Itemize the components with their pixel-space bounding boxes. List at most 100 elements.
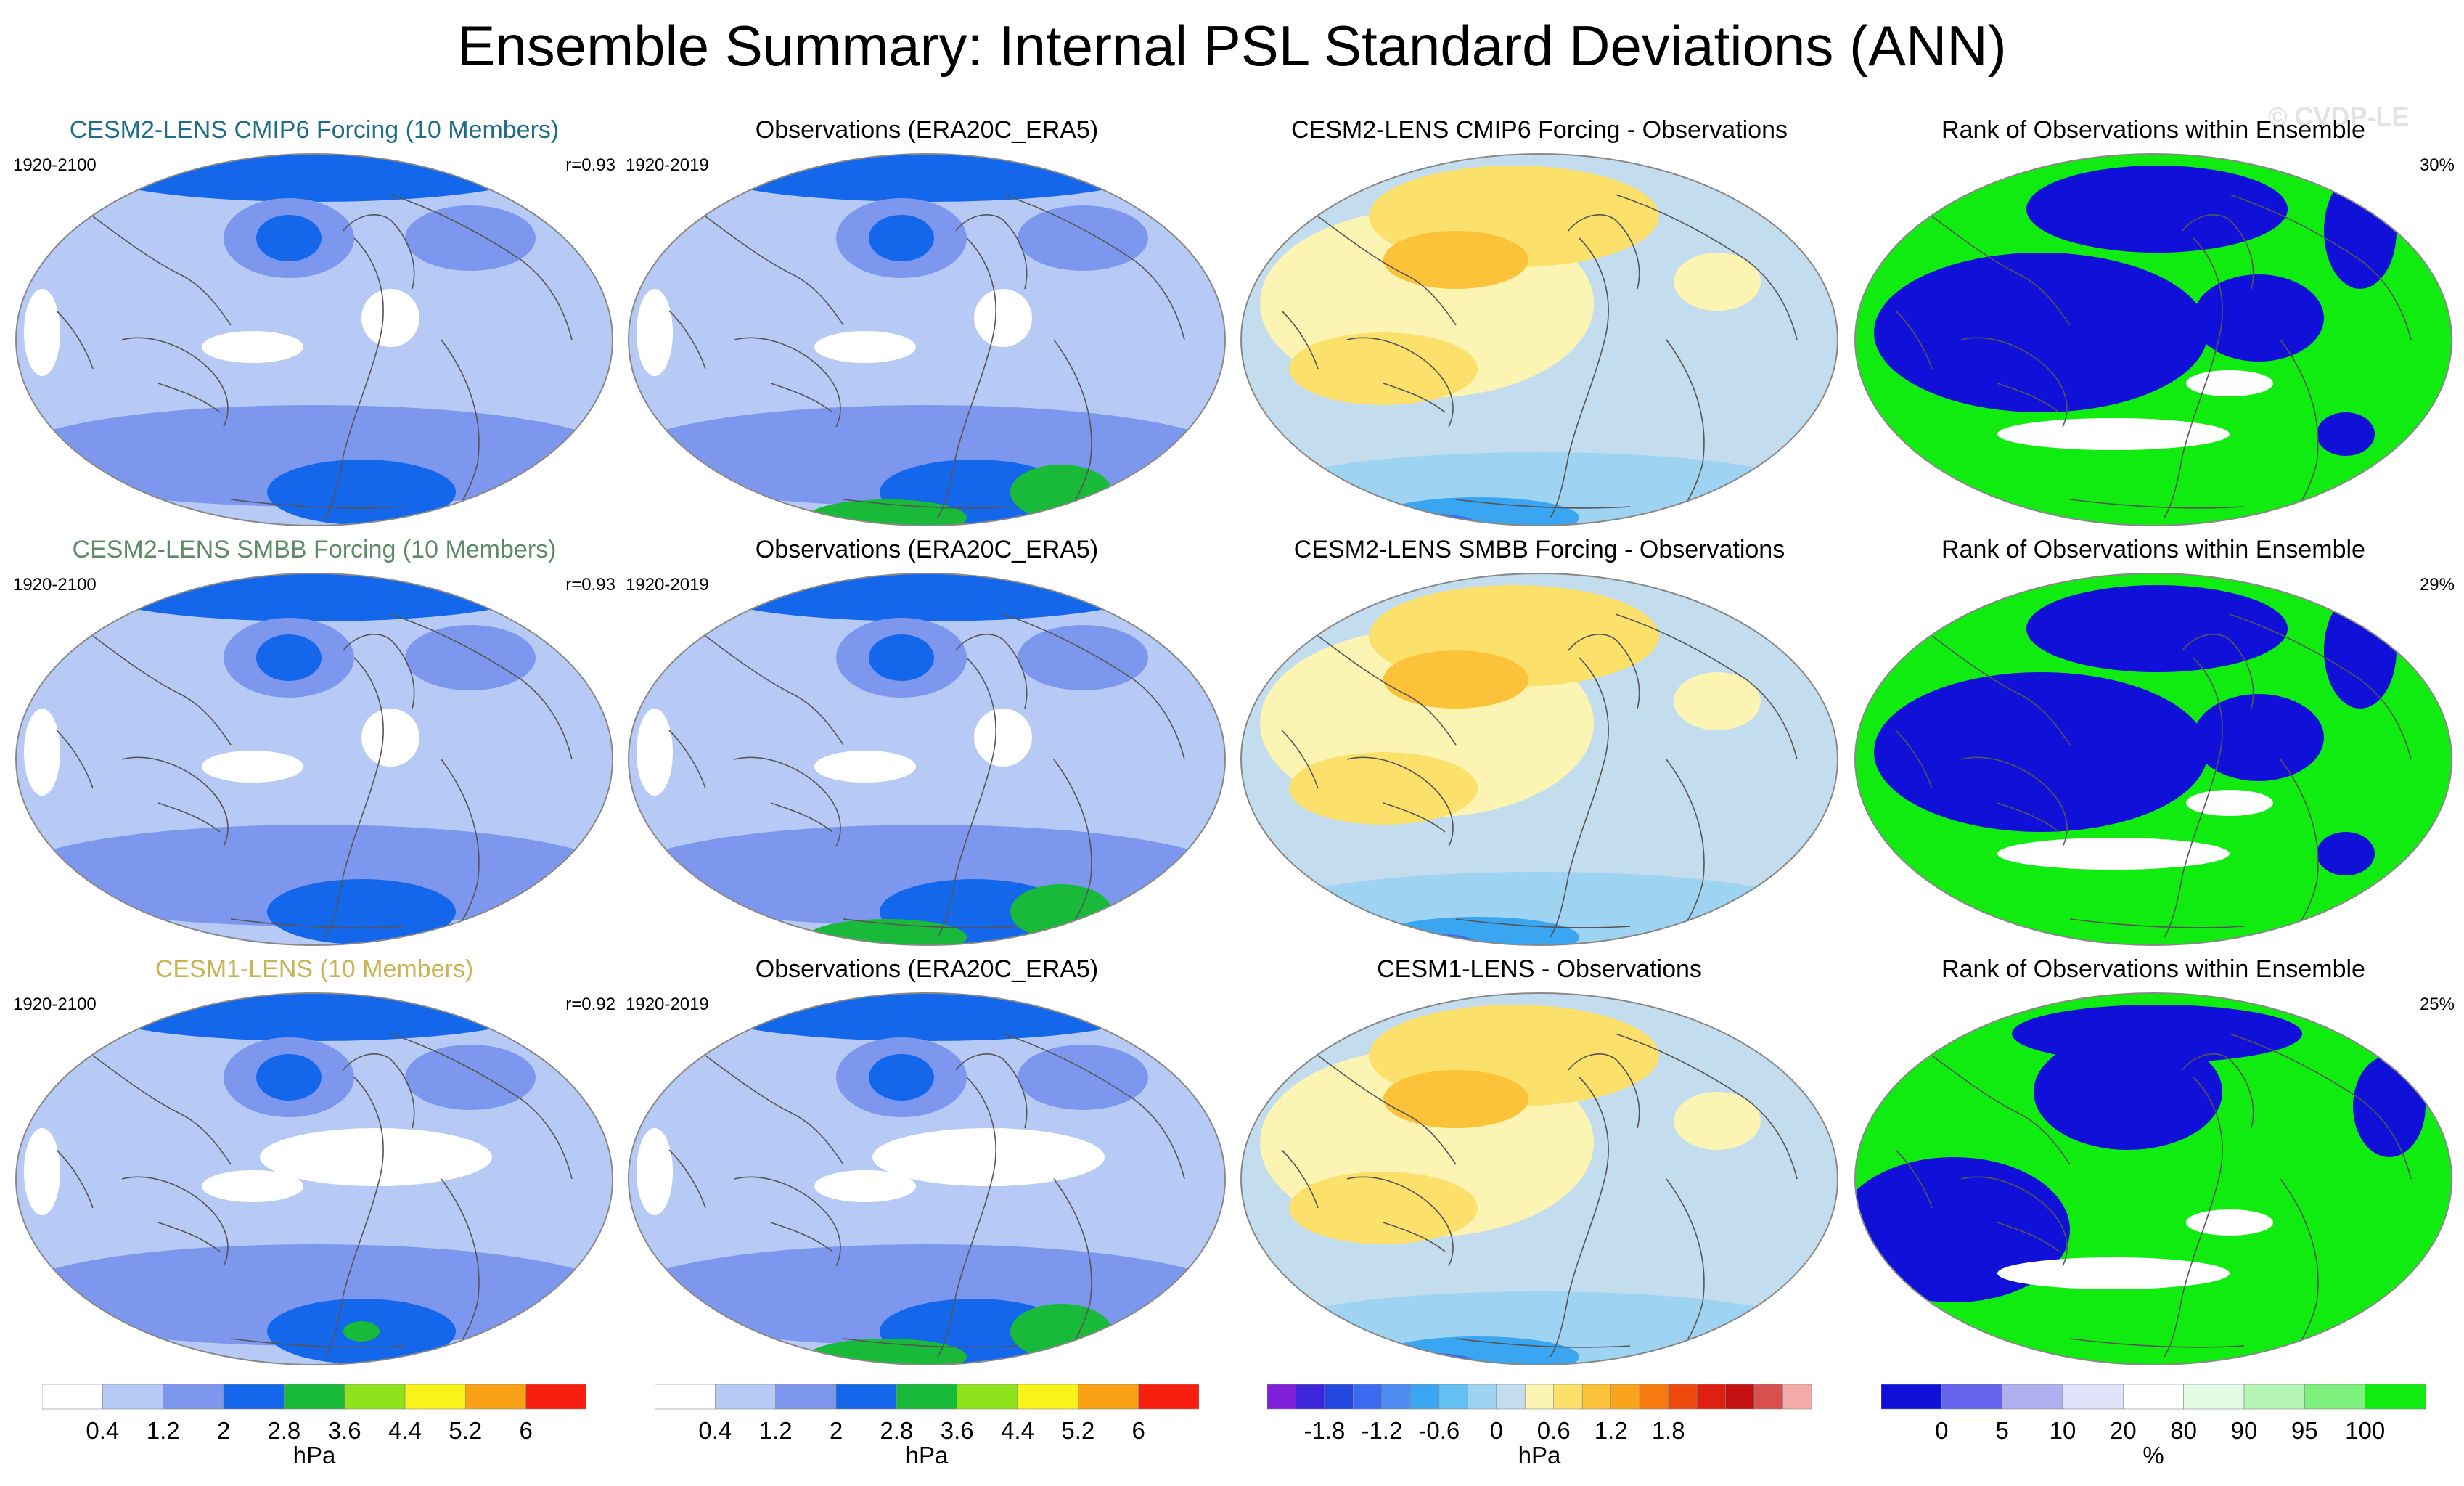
colorbar-swatch [163,1384,224,1410]
low-variance-patch [202,751,303,783]
coastline-1 [2182,214,2254,290]
panel-difference: CESM2-LENS CMIP6 Forcing - Observations [1238,116,1841,537]
global-map [1240,153,1838,526]
antarctic-peak [807,919,967,945]
panel-title: Observations (ERA20C_ERA5) [755,536,1099,563]
positive-region [1674,1092,1761,1150]
colorbar-swatch [41,1384,103,1410]
colorbar-label: 6 [519,1417,533,1444]
coastline-8 [230,1338,406,1348]
colorbar: 0.4 1.2 2 2.8 3.6 4.4 5.2 6 hPa [41,1383,587,1477]
colorbar-swatch [1353,1384,1383,1410]
global-map [1854,992,2452,1365]
colorbar-labels: -1.8 -1.2 -0.6 0 0.6 1.2 1.8 [1267,1416,1812,1448]
low-variance-patch [260,1128,492,1186]
colorbar-swatch [284,1384,345,1410]
positive-region [1289,332,1478,405]
coastline-7 [1895,730,1933,789]
coastline-5 [1615,613,1798,760]
colorbar-swatch [1668,1384,1698,1410]
neutral-rank-region [2186,370,2273,396]
low-rank-region [2324,173,2397,289]
colorbar-swatch [465,1384,526,1410]
colorbar-swatch [1266,1384,1296,1410]
colorbar-swatch [1410,1384,1440,1410]
colorbar: 0 5 10 20 80 90 95 100% [1880,1383,2426,1477]
low-rank-region [1874,672,2208,832]
coastline-0 [1550,237,1609,518]
colorbar-label: -1.2 [1361,1417,1403,1444]
coastline-4 [157,802,221,833]
southern-band [16,825,613,926]
aleutian-low-max [256,634,322,681]
panel-ensemble: CESM2-LENS SMBB Forcing (10 Members) 1920… [13,536,615,957]
southern-band [16,1244,613,1346]
aleutian-low-max [869,634,934,681]
antarctic-peak [807,499,967,526]
panel-title: CESM2-LENS CMIP6 Forcing (10 Members) [69,116,560,144]
colorbar-label: 10 [2049,1417,2076,1444]
global-map [628,573,1226,946]
colorbar-label: 5 [1995,1417,2009,1444]
map-fill [16,993,613,1365]
colorbar-swatch [1324,1384,1354,1410]
panel-title: CESM2-LENS CMIP6 Forcing - Observations [1291,116,1788,144]
low-variance-patch [202,1170,303,1202]
low-variance-patch [637,1128,673,1215]
global-map [15,153,613,526]
coastline-4 [770,383,833,413]
colorbar-label: 2.8 [880,1417,914,1444]
colorbar-unit: hPa [292,1442,336,1469]
colorbar-swatch [2183,1384,2245,1410]
coastline-5 [1615,194,1798,340]
map-fill [1241,154,1838,526]
low-rank-region [1874,253,2208,412]
map-fill [1855,573,2452,945]
colorbar-swatch [1880,1384,1942,1410]
neutral-rank-region [1997,838,2230,870]
colorbar-swatches [1266,1384,1812,1410]
colorbar-swatch [1078,1384,1139,1410]
coastline-1 [1568,1053,1640,1129]
panel-years: 1920-2019 [626,995,709,1014]
panel-ensemble: CESM2-LENS CMIP6 Forcing (10 Members) 192… [13,116,615,537]
low-rank-region [2324,592,2397,709]
panel-years: 1920-2100 [13,995,97,1014]
coastline-0 [1550,1077,1609,1358]
coastline-4 [157,383,221,413]
southern-band [16,405,613,507]
coastline-2 [92,635,232,746]
aleutian-low-max [869,1054,934,1101]
colorbar-label: 90 [2230,1417,2258,1444]
coastline-4 [157,1222,221,1252]
low-rank-region [2193,274,2324,362]
colorbar-swatch [1639,1384,1669,1410]
colorbar-swatch [102,1384,163,1410]
colorbar-swatch [1496,1384,1526,1410]
coastline-8 [2069,1338,2245,1348]
coastline-0 [324,237,384,518]
aleutian-low-max [869,215,934,261]
panel-rank: Rank of Observations within Ensemble 29% [1852,536,2455,957]
colorbar-swatch [896,1384,957,1410]
colorbar-label: 0.4 [698,1417,732,1444]
coastline-7 [668,310,706,370]
map-border [628,153,1226,526]
colorbar-label: 0 [1935,1417,1949,1444]
colorbar-swatch [2062,1384,2124,1410]
panel-observations: Observations (ERA20C_ERA5) 1920-2019 [626,955,1228,1376]
coastline-2 [1931,216,2071,326]
panel-years: 1920-2100 [13,155,97,175]
coastline-3 [1346,756,1454,847]
coastline-4 [1383,1222,1446,1252]
coastline-2 [705,635,844,746]
coastline-8 [2069,918,2245,928]
coastline-1 [2182,634,2254,709]
coastline-3 [734,1176,841,1267]
global-map [1854,573,2452,946]
coastline-2 [1317,1055,1457,1165]
coastline-7 [1281,730,1319,789]
coastline-5 [2229,194,2412,340]
positive-region [1383,231,1528,289]
